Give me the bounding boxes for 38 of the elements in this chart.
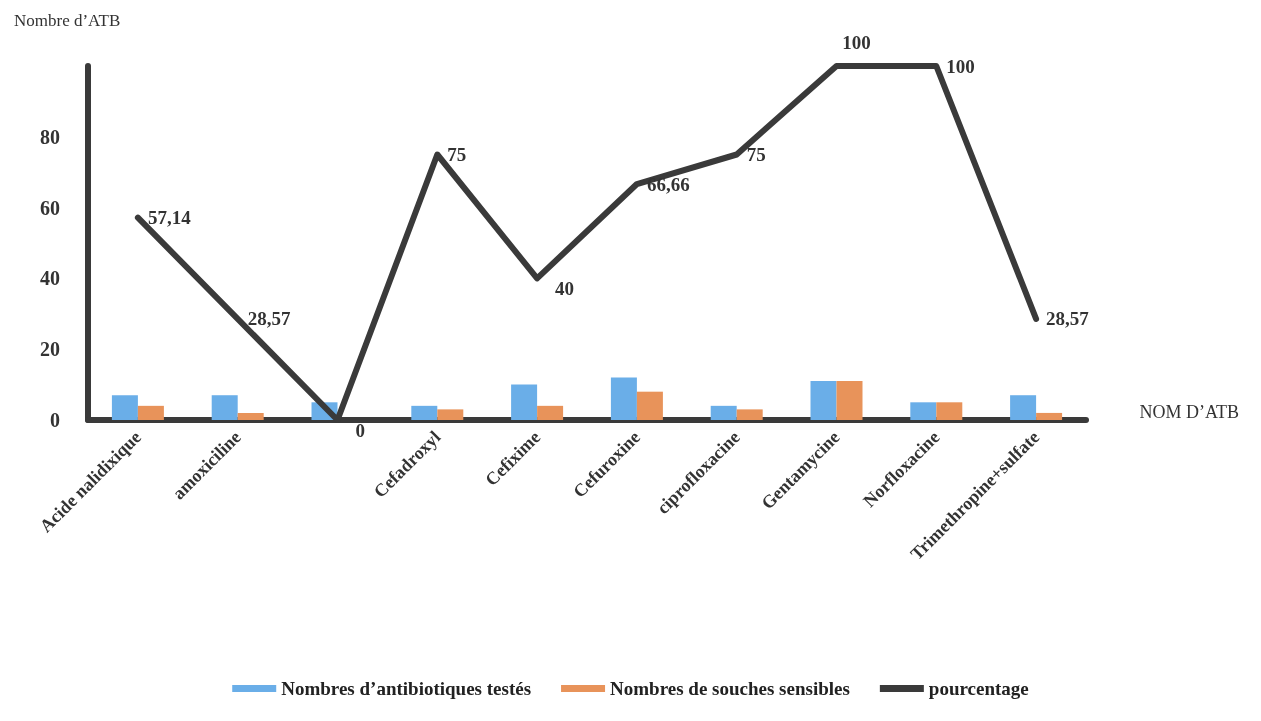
data-label: 100 [946, 55, 975, 77]
x-axis-title: NOM D’ATB [1139, 402, 1240, 422]
data-label: 0 [355, 419, 365, 441]
legend-label: Nombres d’antibiotiques testés [281, 678, 532, 699]
data-label: 66,66 [646, 173, 690, 195]
y-axis-title: Nombre d’ATB [14, 11, 121, 30]
bar [910, 402, 937, 420]
bar [137, 405, 164, 420]
bar [710, 405, 737, 420]
bar [636, 391, 663, 420]
y-tick-label: 80 [40, 125, 60, 148]
y-tick-label: 40 [40, 267, 60, 290]
data-label: 40 [555, 277, 575, 299]
bar [111, 395, 138, 420]
y-tick-label: 20 [40, 338, 60, 361]
bar [437, 409, 464, 420]
bar [836, 381, 863, 420]
data-label: 28,57 [247, 308, 291, 330]
y-tick-label: 60 [40, 196, 60, 219]
bar [810, 381, 837, 420]
legend-label: Nombres de souches sensibles [610, 678, 850, 699]
bar [537, 405, 564, 420]
data-label: 75 [746, 144, 766, 165]
bar [1036, 412, 1063, 420]
bar [211, 395, 238, 420]
bar [1010, 395, 1037, 420]
data-label: 28,57 [1046, 308, 1090, 330]
bar [936, 402, 963, 420]
data-label: 75 [447, 144, 467, 165]
data-label: 57,14 [147, 207, 192, 229]
bar [610, 377, 637, 420]
y-tick-label: 0 [50, 409, 60, 431]
bar [411, 405, 438, 420]
data-label: 100 [842, 32, 871, 53]
bar [237, 412, 264, 420]
bar [736, 409, 763, 420]
legend-label: pourcentage [928, 678, 1029, 699]
bar [511, 384, 538, 420]
